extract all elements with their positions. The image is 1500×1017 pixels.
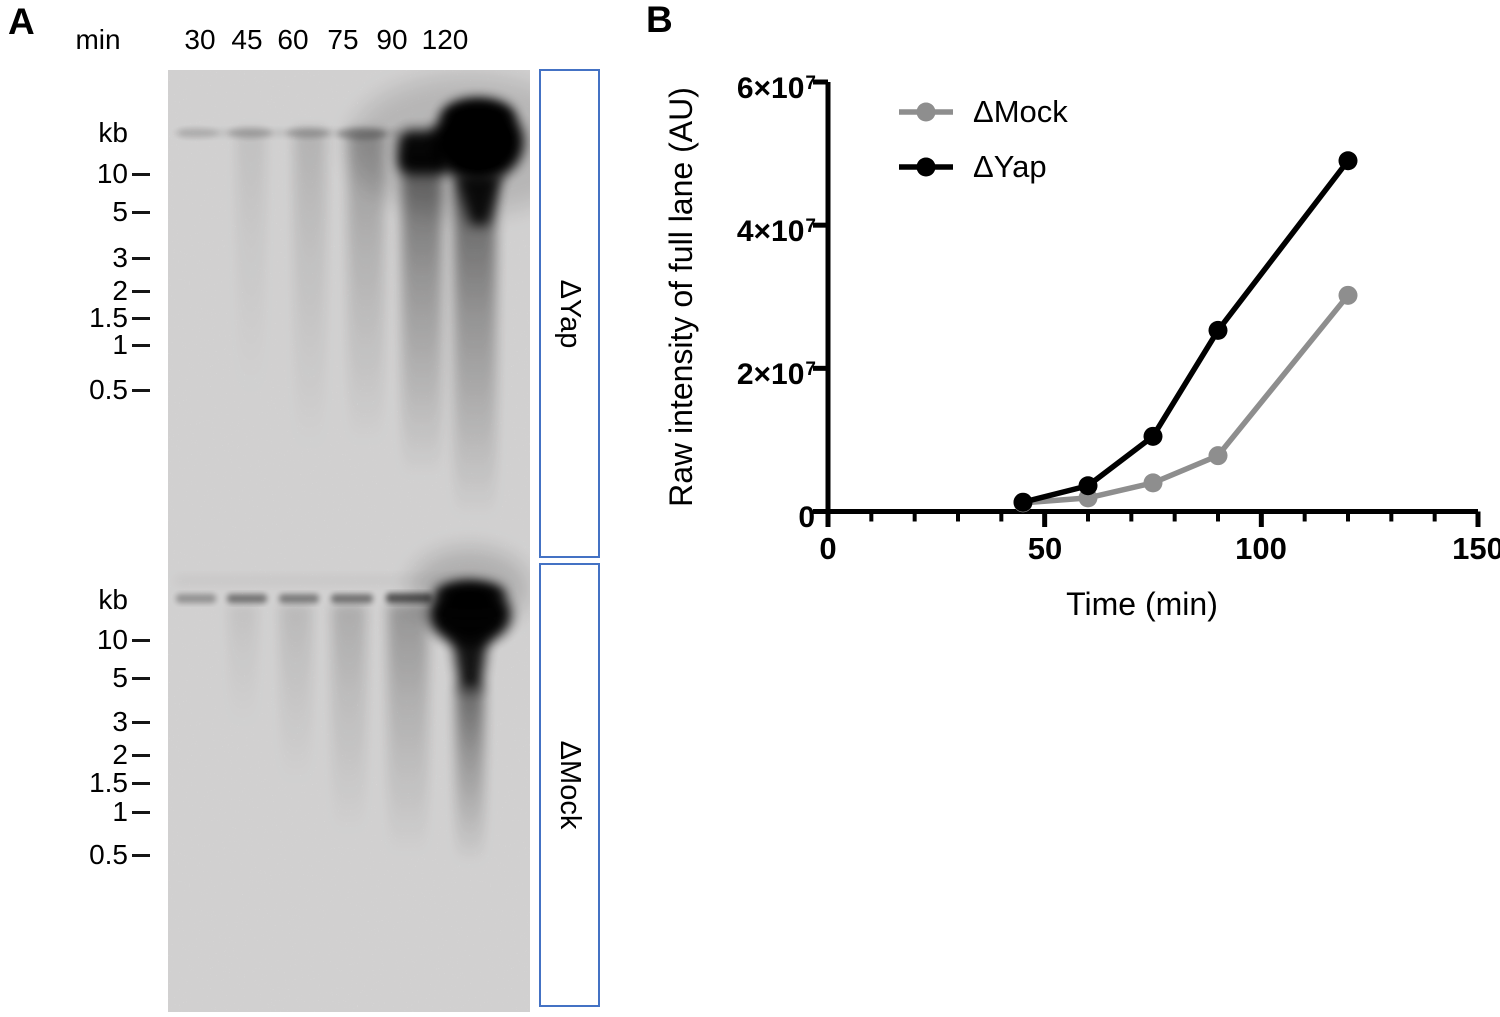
y-axis-tick-label: 4×107 [686,207,816,250]
series-line-ΔYap [1022,159,1351,505]
film-grain-overlay [168,70,530,1012]
ladder-tick [132,854,150,857]
ladder-tick [132,811,150,814]
lane-time-label-75: 75 [327,24,359,55]
ladder-size-label: 1.5 [89,767,128,798]
blot-box-yap: ΔYap [539,69,600,558]
ladder-tick [132,782,150,785]
ladder-size-label: 0.5 [89,374,128,405]
lane-time-label-60: 60 [277,24,309,55]
panel-a-label: A [8,1,35,42]
ladder-tick [132,211,150,214]
ladder-unit-label-bottom: kb [98,584,128,615]
ladder-size-label: 10 [96,158,128,189]
legend-marker-point-ΔMock [916,102,936,122]
y-tick-base: 2×10 [736,358,805,391]
ladder-size-label: 3 [112,706,128,737]
blot-label-yap: ΔYap [553,279,586,348]
axis-lines [825,82,1478,514]
y-tick-base: 6×10 [736,72,805,105]
y-tick-exp: 7 [805,216,816,237]
y-tick-exp: 7 [805,73,816,94]
x-axis-tick-label: 100 [1235,531,1287,566]
legend-item-mock: ΔMock [973,94,1068,129]
ladder-size-label: 10 [96,624,128,655]
panel-b-label: B [646,0,673,40]
x-axis-tick-label: 50 [1027,531,1063,566]
ladder-tick [132,639,150,642]
time-unit-label: min [75,24,121,55]
data-point-ΔYap [1013,492,1033,512]
gel-blot-image [168,70,530,1012]
data-point-ΔYap [1338,151,1358,171]
y-axis-title: Raw intensity of full lane (AU) [663,87,699,507]
lane-time-label-120: 120 [421,24,469,55]
legend-marker-point-ΔYap [916,157,936,177]
y-axis-tick-label: 0 [686,493,816,536]
ladder-size-label: 5 [112,662,128,693]
ladder-size-label: 2 [112,275,128,306]
legend-item-yap: ΔYap [973,149,1047,184]
lane-time-label-45: 45 [231,24,263,55]
data-point-ΔYap [1078,476,1098,496]
series-line-ΔMock [1022,293,1351,506]
ladder-tick [132,173,150,176]
y-axis-tick-label: 6×107 [686,64,816,107]
lane-time-label-30: 30 [184,24,216,55]
ladder-size-label: 1 [112,796,128,827]
chart-plot-area [813,79,1481,527]
blot-box-mock: ΔMock [539,563,600,1007]
data-point-ΔMock [1143,473,1163,493]
ladder-size-label: 5 [112,196,128,227]
ladder-tick [132,677,150,680]
lane-time-label-90: 90 [376,24,408,55]
ladder-tick [132,290,150,293]
x-axis-tick-label: 150 [1452,531,1500,566]
x-axis-tick-label: 0 [819,531,837,566]
ladder-size-label: 1.5 [89,302,128,333]
y-axis-tick-label: 2×107 [686,350,816,393]
y-tick-base: 0 [798,501,815,534]
data-point-ΔYap [1143,426,1163,446]
ladder-tick [132,389,150,392]
ladder-tick [132,721,150,724]
ladder-unit-label-top: kb [98,117,128,148]
ladder-tick [132,317,150,320]
blot-label-mock: ΔMock [553,740,586,830]
data-point-ΔMock [1338,285,1358,305]
data-point-ΔYap [1208,320,1228,340]
y-tick-base: 4×10 [736,215,805,248]
data-point-ΔMock [1208,446,1228,466]
ladder-tick [132,257,150,260]
ladder-size-label: 3 [112,242,128,273]
x-axis-title: Time (min) [1066,586,1218,622]
ladder-size-label: 0.5 [89,839,128,870]
ladder-tick [132,754,150,757]
ladder-tick [132,344,150,347]
ladder-size-label: 2 [112,739,128,770]
ladder-size-label: 1 [112,329,128,360]
y-tick-exp: 7 [805,359,816,380]
